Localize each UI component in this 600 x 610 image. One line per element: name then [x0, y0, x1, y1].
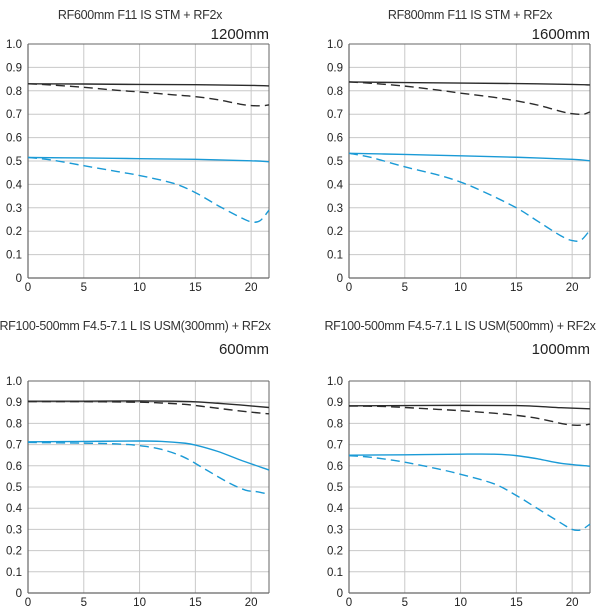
- x-tick-label: 20: [245, 282, 258, 294]
- x-tick-label: 0: [346, 282, 352, 294]
- chart-svg: RF100-500mm F4.5-7.1 L IS USM(300mm) + R…: [0, 319, 272, 609]
- y-tick-label: 1.0: [6, 39, 22, 51]
- chart-title: RF100-500mm F4.5-7.1 L IS USM(500mm) + R…: [324, 319, 596, 333]
- x-tick-label: 10: [133, 282, 146, 294]
- series-line-10-lp-mm-meridional: [27, 400, 270, 415]
- y-tick-label: 0.7: [327, 109, 343, 121]
- series-line-30-lp-mm-meridional: [348, 454, 591, 532]
- y-tick-label: 0: [337, 588, 343, 600]
- series-line-10-lp-mm-meridional: [348, 405, 591, 426]
- y-tick-label: 0.3: [6, 203, 22, 215]
- series-line-10-lp-mm-sagittal: [27, 83, 270, 87]
- x-tick-label: 5: [402, 597, 408, 609]
- y-tick-label: 0.6: [327, 461, 343, 473]
- y-tick-label: 0.3: [327, 203, 343, 215]
- y-tick-label: 0.7: [327, 440, 343, 452]
- x-tick-label: 15: [189, 597, 202, 609]
- x-tick-label: 10: [454, 597, 467, 609]
- y-tick-label: 1.0: [327, 376, 343, 388]
- y-tick-label: 0.2: [327, 546, 343, 558]
- x-tick-label: 20: [566, 282, 579, 294]
- y-tick-label: 0.6: [6, 133, 22, 145]
- series-line-30-lp-mm-sagittal: [348, 152, 591, 162]
- x-tick-label: 0: [346, 597, 352, 609]
- x-tick-label: 5: [81, 597, 87, 609]
- focal-length-label: 1600mm: [532, 26, 590, 43]
- y-tick-label: 0.8: [6, 86, 22, 98]
- series-line-10-lp-mm-meridional: [27, 83, 270, 107]
- y-tick-label: 0.7: [6, 440, 22, 452]
- x-tick-label: 15: [189, 282, 202, 294]
- series-line-10-lp-mm-sagittal: [348, 81, 591, 86]
- series-line-10-lp-mm-sagittal: [348, 404, 591, 410]
- x-tick-label: 15: [510, 597, 523, 609]
- y-tick-label: 0.1: [327, 567, 343, 579]
- series-line-10-lp-mm-meridional: [348, 81, 591, 116]
- y-tick-label: 0.9: [327, 62, 343, 74]
- x-tick-label: 20: [566, 597, 579, 609]
- y-tick-label: 1.0: [327, 39, 343, 51]
- focal-length-label: 1200mm: [211, 26, 269, 43]
- x-tick-label: 5: [81, 282, 87, 294]
- mtf-chart-4: RF100-500mm F4.5-7.1 L IS USM(500mm) + R…: [300, 305, 600, 610]
- y-tick-label: 0: [16, 273, 22, 285]
- x-tick-label: 10: [454, 282, 467, 294]
- y-tick-label: 0.2: [327, 226, 343, 238]
- y-tick-label: 0.2: [6, 546, 22, 558]
- y-tick-label: 0.1: [6, 250, 22, 262]
- y-tick-label: 0.8: [327, 86, 343, 98]
- y-tick-label: 0.1: [6, 567, 22, 579]
- x-tick-label: 0: [25, 282, 31, 294]
- series-line-30-lp-mm-sagittal: [27, 440, 270, 471]
- series-line-30-lp-mm-sagittal: [348, 453, 591, 467]
- y-tick-label: 0.8: [6, 418, 22, 430]
- focal-length-label: 600mm: [219, 341, 269, 358]
- series-line-30-lp-mm-meridional: [348, 152, 591, 242]
- y-tick-label: 0.9: [327, 397, 343, 409]
- chart-svg: RF100-500mm F4.5-7.1 L IS USM(500mm) + R…: [324, 319, 596, 609]
- series-line-30-lp-mm-sagittal: [27, 156, 270, 163]
- y-tick-label: 0.9: [6, 62, 22, 74]
- y-tick-label: 0.3: [6, 524, 22, 536]
- y-tick-label: 0.5: [6, 482, 22, 494]
- mtf-chart-2: RF800mm F11 IS STM + RF2x 1600mm 0 0.1 0.2 0.…: [300, 0, 600, 305]
- chart-title: RF100-500mm F4.5-7.1 L IS USM(300mm) + R…: [0, 319, 272, 333]
- y-tick-label: 0.9: [6, 397, 22, 409]
- chart-title: RF600mm F11 IS STM + RF2x: [58, 8, 223, 22]
- y-tick-label: 0.4: [327, 179, 344, 191]
- chart-title: RF800mm F11 IS STM + RF2x: [388, 8, 553, 22]
- y-tick-label: 0.5: [6, 156, 22, 168]
- x-tick-label: 10: [133, 597, 146, 609]
- y-tick-label: 0.4: [6, 503, 23, 515]
- focal-length-label: 1000mm: [532, 341, 590, 358]
- chart-svg: RF800mm F11 IS STM + RF2x 1600mm 0 0.1 0.2 0.…: [327, 8, 591, 294]
- series-line-30-lp-mm-meridional: [27, 441, 270, 495]
- x-tick-label: 0: [25, 597, 31, 609]
- y-tick-label: 0.5: [327, 156, 343, 168]
- series-line-30-lp-mm-meridional: [27, 156, 270, 223]
- y-tick-label: 0.8: [327, 418, 343, 430]
- y-tick-label: 0.4: [327, 503, 344, 515]
- y-tick-label: 0.1: [327, 250, 343, 262]
- y-tick-label: 0.6: [6, 461, 22, 473]
- y-tick-label: 0.3: [327, 524, 343, 536]
- x-tick-label: 20: [245, 597, 258, 609]
- y-tick-label: 0: [16, 588, 22, 600]
- x-tick-label: 15: [510, 282, 523, 294]
- y-tick-label: 0.4: [6, 179, 23, 191]
- y-tick-label: 0: [337, 273, 343, 285]
- y-tick-label: 1.0: [6, 376, 22, 388]
- mtf-chart-1: RF600mm F11 IS STM + RF2x 1200mm 0 0.1 0.2 0.…: [0, 0, 300, 305]
- y-tick-label: 0.2: [6, 226, 22, 238]
- y-tick-label: 0.6: [327, 133, 343, 145]
- y-tick-label: 0.7: [6, 109, 22, 121]
- mtf-chart-3: RF100-500mm F4.5-7.1 L IS USM(300mm) + R…: [0, 305, 300, 610]
- chart-svg: RF600mm F11 IS STM + RF2x 1200mm 0 0.1 0.2 0.…: [6, 8, 270, 294]
- x-tick-label: 5: [402, 282, 408, 294]
- y-tick-label: 0.5: [327, 482, 343, 494]
